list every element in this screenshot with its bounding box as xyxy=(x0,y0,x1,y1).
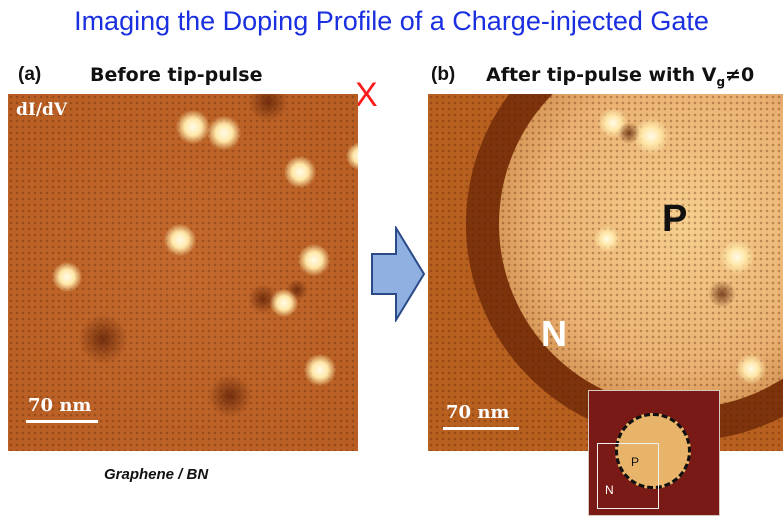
inset-schematic: P N xyxy=(588,390,720,516)
scale-label-a: 70 nm xyxy=(28,395,92,416)
bright-dot xyxy=(270,289,298,317)
transition-arrow-icon xyxy=(371,226,426,322)
panel-b-heading-text: After tip-pulse with V xyxy=(486,64,717,86)
panel-b-heading-suffix: ≠0 xyxy=(725,64,755,86)
page-title: Imaging the Doping Profile of a Charge-i… xyxy=(74,6,709,36)
bright-dot xyxy=(594,226,620,252)
bright-dot xyxy=(284,156,316,188)
panel-b-label: (b) xyxy=(431,64,456,85)
bright-dot xyxy=(52,262,82,292)
bright-dot xyxy=(736,354,766,384)
bright-dot xyxy=(720,240,754,274)
bright-dot xyxy=(176,110,210,144)
stm-image-before xyxy=(8,94,358,451)
dark-spot xyxy=(78,314,128,364)
red-x-mark: X xyxy=(355,76,378,114)
inset-n-label: N xyxy=(605,483,614,497)
n-region-label: N xyxy=(541,313,567,354)
inset-p-label: P xyxy=(631,455,640,469)
dark-spot xyxy=(708,280,736,308)
bright-dot xyxy=(304,354,336,386)
dark-spot xyxy=(618,122,640,144)
scale-label-b: 70 nm xyxy=(446,402,510,423)
bright-dot xyxy=(346,142,358,170)
sample-caption: Graphene / BN xyxy=(104,466,209,483)
bright-dot xyxy=(164,224,196,256)
bright-dot xyxy=(207,116,241,150)
panel-b-heading: After tip-pulse with Vg≠0 xyxy=(486,64,754,89)
didv-label: dI/dV xyxy=(16,100,68,120)
panel-a-label: (a) xyxy=(18,64,42,85)
dark-spot xyxy=(208,374,252,418)
p-region-label: P xyxy=(662,198,688,240)
panel-a-heading: Before tip-pulse xyxy=(90,64,263,86)
scale-bar-a xyxy=(26,420,98,423)
inset-scan-area xyxy=(597,443,659,509)
inset-p-region xyxy=(615,413,691,489)
scale-bar-b xyxy=(443,427,519,430)
panel-b-heading-subscript: g xyxy=(716,74,726,89)
bright-dot xyxy=(298,244,330,276)
